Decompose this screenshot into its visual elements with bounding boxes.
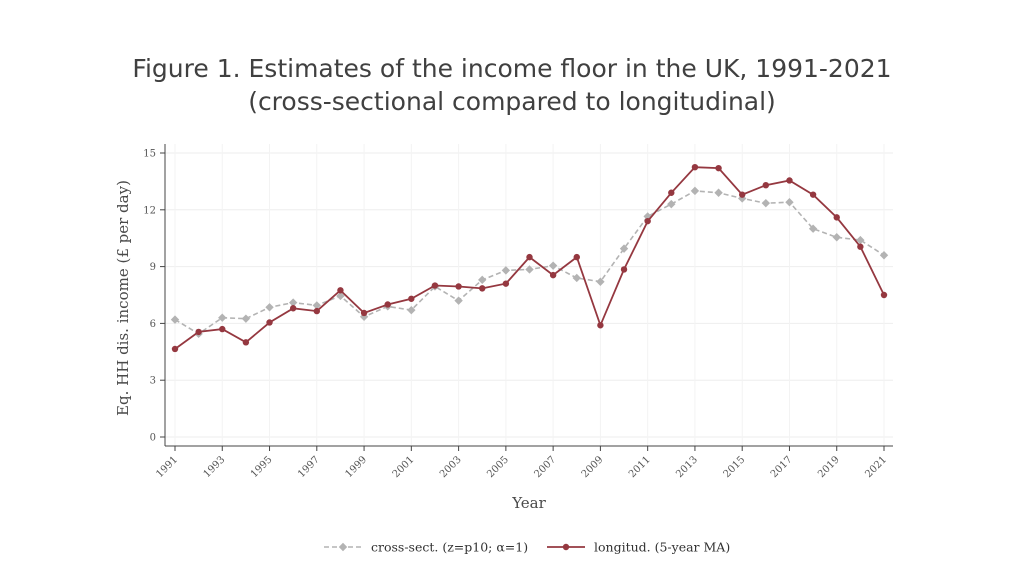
legend-swatch-cross-sect-marker <box>338 542 348 552</box>
x-tick-label: 2007 <box>532 454 558 480</box>
x-tick-label: 1991 <box>154 454 180 480</box>
data-point-cross-sect <box>572 273 581 283</box>
data-point-cross-sect <box>241 314 251 323</box>
data-point-cross-sect <box>312 301 321 310</box>
data-point-longitud <box>384 301 391 308</box>
y-tick-label: 6 <box>150 319 156 330</box>
data-point-cross-sect <box>478 275 487 285</box>
data-point-cross-sect <box>336 291 345 301</box>
x-tick-label: 2005 <box>485 454 511 480</box>
data-point-longitud <box>597 322 604 329</box>
data-point-longitud <box>195 328 202 336</box>
x-tick-label: 2019 <box>816 454 842 480</box>
data-point-longitud <box>549 271 557 279</box>
data-point-cross-sect <box>643 212 652 221</box>
data-point-longitud <box>833 214 840 221</box>
data-point-cross-sect <box>738 194 747 203</box>
data-point-cross-sect <box>548 261 558 270</box>
data-point-longitud <box>408 295 415 302</box>
data-point-longitud <box>289 305 297 312</box>
data-point-longitud <box>337 287 344 294</box>
data-point-longitud <box>266 319 273 326</box>
data-point-cross-sect <box>407 305 416 315</box>
x-tick-label: 2009 <box>580 454 606 480</box>
legend-swatch-longitud-marker <box>562 543 570 551</box>
x-tick-label: 2017 <box>769 454 795 480</box>
x-tick-label: 2013 <box>674 454 700 480</box>
x-tick-label: 2003 <box>438 454 464 480</box>
data-point-longitud <box>573 253 580 261</box>
y-axis-title: Eq. HH dis. income (£ per day) <box>114 180 132 416</box>
data-point-longitud <box>526 253 533 261</box>
y-tick-label: 3 <box>150 376 156 387</box>
data-point-longitud <box>431 282 439 289</box>
data-point-cross-sect <box>170 315 180 324</box>
data-point-cross-sect <box>667 199 676 209</box>
data-point-longitud <box>739 191 746 198</box>
x-tick-label: 1999 <box>343 454 369 480</box>
data-point-cross-sect <box>785 198 794 207</box>
data-point-cross-sect <box>832 233 841 242</box>
data-point-cross-sect <box>454 296 463 305</box>
x-tick-label: 2011 <box>627 454 653 480</box>
data-point-cross-sect <box>288 298 298 307</box>
data-point-longitud <box>313 307 320 315</box>
figure-title-line-1: Figure 1. Estimates of the income floor … <box>132 54 892 83</box>
data-point-longitud <box>857 243 864 250</box>
data-point-cross-sect <box>879 251 889 260</box>
data-point-cross-sect <box>265 303 274 312</box>
data-point-longitud <box>502 280 510 287</box>
data-point-longitud <box>786 177 793 184</box>
data-point-cross-sect <box>619 244 629 253</box>
data-point-cross-sect <box>501 266 511 275</box>
axes: 0 3 6 9 12 15 1991 1993 1995 1997 1999 2001 2003 2005… <box>143 144 893 480</box>
y-tick-label: 0 <box>150 433 156 444</box>
x-tick-label: 2015 <box>722 454 748 480</box>
y-tick-label: 15 <box>143 149 156 160</box>
data-point-longitud <box>242 339 250 346</box>
x-tick-label: 2001 <box>391 454 417 480</box>
data-point-cross-sect <box>218 313 227 322</box>
data-point-longitud <box>479 285 486 292</box>
y-tick-label: 9 <box>150 262 156 273</box>
axis-labels: Year Eq. HH dis. income (£ per day) <box>114 180 547 512</box>
data-point-cross-sect <box>808 224 818 233</box>
data-point-longitud <box>762 181 770 189</box>
data-point-cross-sect <box>714 188 723 197</box>
data-point-longitud <box>809 191 817 198</box>
series-lines <box>170 164 889 353</box>
data-point-longitud <box>455 283 462 290</box>
figure-title: Figure 1. Estimates of the income floor … <box>0 52 1024 118</box>
x-axis-title: Year <box>511 494 546 512</box>
data-point-longitud <box>880 291 888 299</box>
data-point-longitud <box>171 345 179 353</box>
legend-label-cross-sect: cross-sect. (z=p10; α=1) <box>371 540 528 555</box>
data-point-longitud <box>691 164 699 171</box>
data-point-longitud <box>668 189 675 196</box>
x-tick-label: 1995 <box>249 454 275 480</box>
data-point-cross-sect <box>761 198 771 208</box>
x-tick-label: 2021 <box>863 454 889 480</box>
data-point-cross-sect <box>596 277 605 286</box>
data-point-longitud <box>219 325 226 333</box>
x-tick-label: 1997 <box>296 454 322 480</box>
data-point-cross-sect <box>525 265 534 274</box>
data-point-cross-sect <box>690 186 700 196</box>
x-tick-label: 1993 <box>202 454 228 480</box>
data-point-longitud <box>644 217 651 225</box>
data-point-longitud <box>715 164 722 172</box>
data-point-longitud <box>620 266 628 273</box>
legend-label-longitud: longitud. (5-year MA) <box>594 540 730 555</box>
legend: cross-sect. (z=p10; α=1) longitud. (5-ye… <box>324 540 730 555</box>
data-point-cross-sect <box>856 235 865 245</box>
y-tick-label: 12 <box>143 205 156 216</box>
gridlines <box>165 144 893 446</box>
series-line-cross-sect <box>174 190 885 335</box>
data-point-longitud <box>360 309 368 317</box>
figure-title-line-2: (cross-sectional compared to longitudina… <box>248 87 776 116</box>
